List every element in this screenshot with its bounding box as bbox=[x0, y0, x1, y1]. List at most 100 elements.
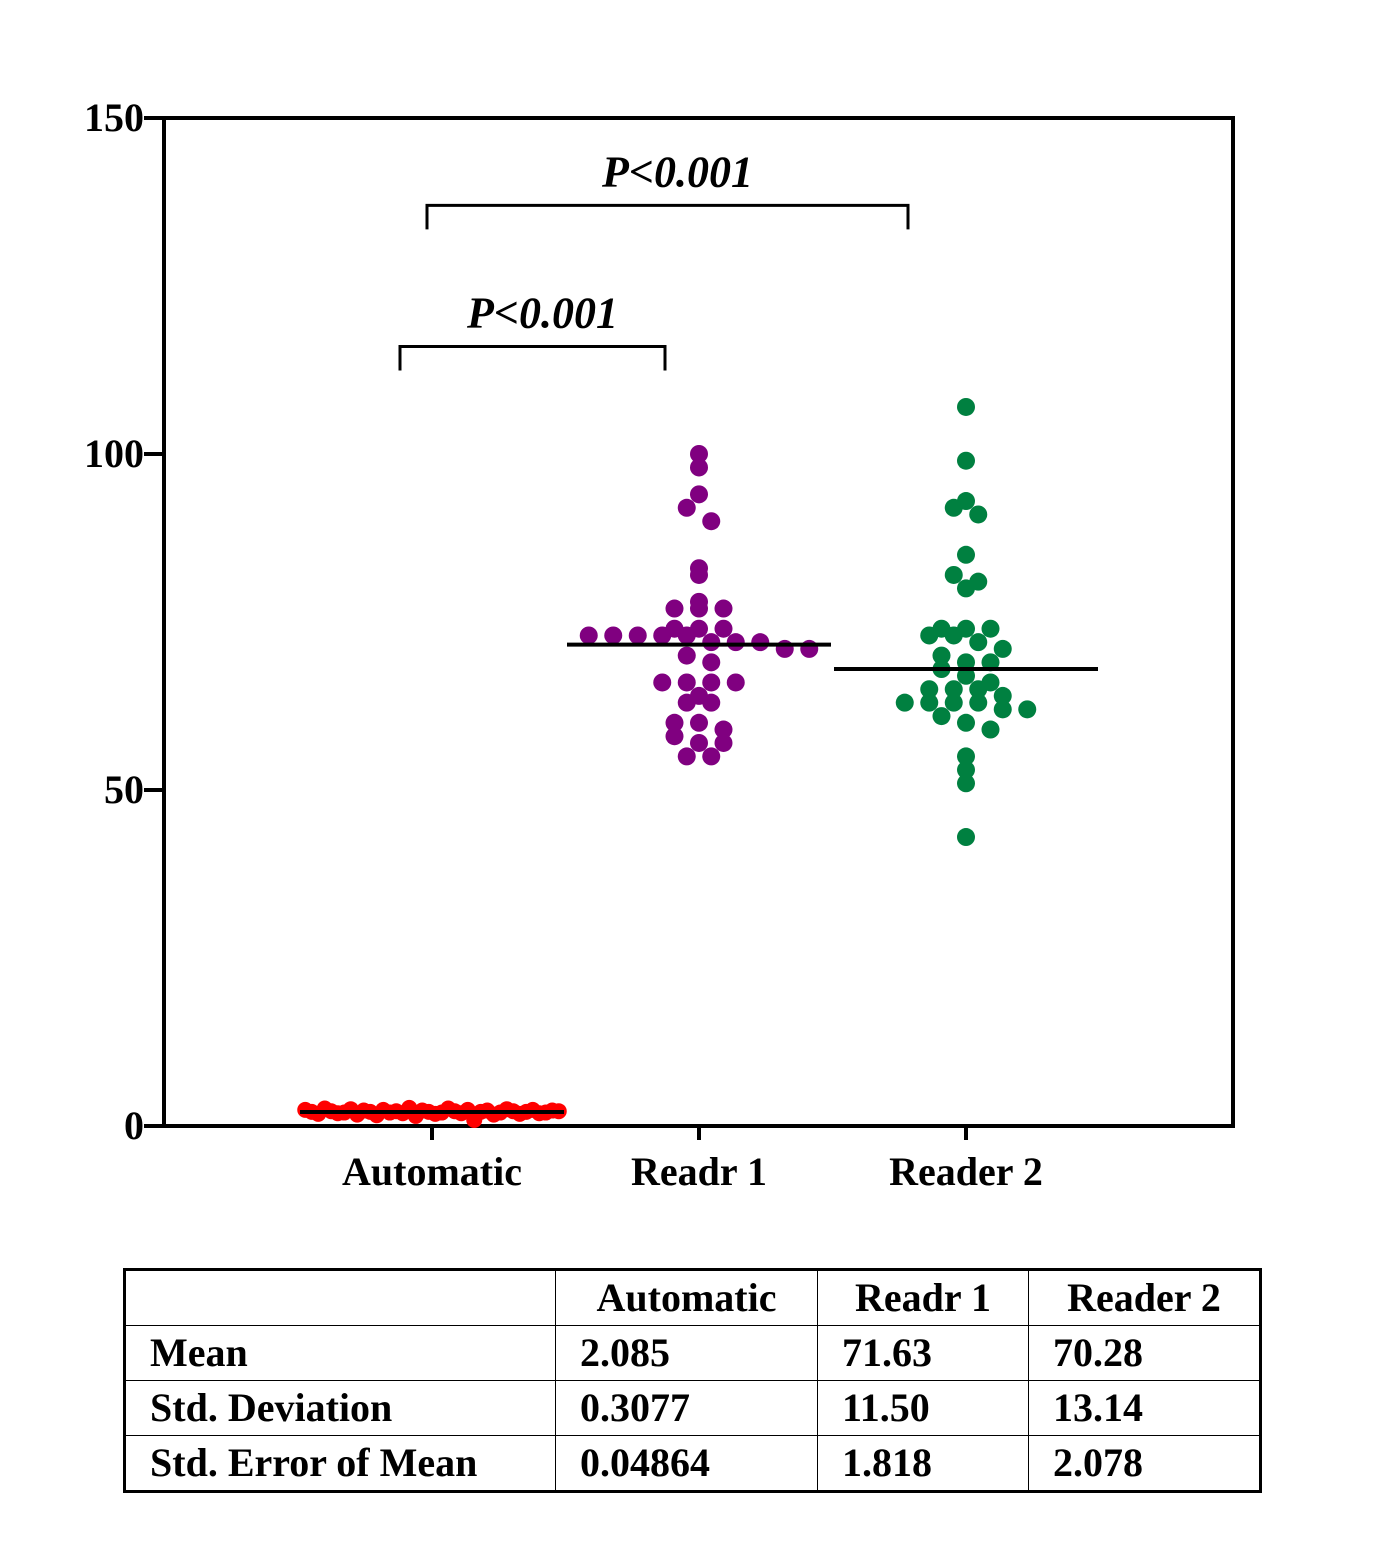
data-point bbox=[932, 619, 951, 638]
significance-annotations: P<0.001 P<0.001 bbox=[398, 147, 910, 371]
table-header-cell: Automatic bbox=[555, 1269, 818, 1326]
table-cell: 11.50 bbox=[817, 1380, 1029, 1436]
table-cell: 71.63 bbox=[817, 1325, 1029, 1381]
data-point bbox=[957, 545, 975, 564]
data-point bbox=[690, 458, 708, 477]
data-point bbox=[665, 599, 684, 618]
row-label-std-deviation: Std. Deviation bbox=[124, 1380, 556, 1436]
data-point bbox=[944, 565, 963, 584]
data-point bbox=[957, 492, 975, 511]
data-point bbox=[969, 633, 988, 652]
data-point bbox=[957, 619, 975, 638]
table-cell: 70.28 bbox=[1028, 1325, 1261, 1381]
summary-stats-table: Automatic Readr 1 Reader 2 Mean 2.085 71… bbox=[123, 1268, 1262, 1493]
p-value-label: P<0.001 bbox=[466, 288, 618, 337]
x-tick-label: Automatic bbox=[342, 1149, 522, 1194]
data-point bbox=[714, 720, 733, 739]
row-label-std-error: Std. Error of Mean bbox=[124, 1435, 556, 1492]
data-point bbox=[677, 498, 696, 517]
data-point bbox=[677, 747, 696, 766]
x-axis: Automatic Readr 1 Reader 2 bbox=[342, 1126, 1043, 1194]
x-tick-label: Readr 1 bbox=[631, 1149, 767, 1194]
data-point bbox=[993, 686, 1012, 705]
data-point bbox=[714, 599, 733, 618]
mean-lines bbox=[300, 642, 1098, 1114]
data-point bbox=[957, 774, 975, 793]
data-point bbox=[993, 639, 1012, 658]
data-point bbox=[726, 673, 745, 692]
data-point bbox=[969, 505, 988, 524]
data-point bbox=[604, 626, 623, 645]
data-point bbox=[932, 646, 951, 665]
data-point bbox=[665, 713, 684, 732]
table-cell: 13.14 bbox=[1028, 1380, 1261, 1436]
data-point bbox=[690, 686, 708, 705]
data-point bbox=[1018, 700, 1037, 719]
data-point bbox=[677, 673, 696, 692]
data-point bbox=[944, 680, 963, 699]
data-point bbox=[653, 673, 672, 692]
data-point bbox=[702, 512, 721, 531]
data-point bbox=[628, 626, 647, 645]
data-point bbox=[957, 666, 975, 685]
data-point bbox=[702, 653, 721, 672]
p-value-label: P<0.001 bbox=[601, 147, 753, 196]
data-point bbox=[981, 619, 1000, 638]
data-point bbox=[957, 451, 975, 470]
table-row: Std. Error of Mean 0.04864 1.818 2.078 bbox=[124, 1435, 1261, 1492]
data-point bbox=[969, 572, 988, 591]
table-row: Mean 2.085 71.63 70.28 bbox=[124, 1325, 1261, 1381]
data-point bbox=[895, 693, 914, 712]
data-point bbox=[993, 700, 1012, 719]
data-point bbox=[665, 619, 684, 638]
table-cell: 2.085 bbox=[555, 1325, 818, 1381]
data-point bbox=[726, 633, 745, 652]
table-header-cell bbox=[124, 1269, 556, 1326]
data-point bbox=[957, 760, 975, 779]
data-point bbox=[690, 485, 708, 504]
data-point bbox=[800, 639, 819, 658]
table-cell: 2.078 bbox=[1028, 1435, 1261, 1492]
data-point bbox=[690, 559, 708, 578]
y-tick-label: 100 bbox=[84, 431, 144, 476]
data-point bbox=[714, 733, 733, 752]
data-points bbox=[297, 397, 1037, 1128]
y-tick-label: 0 bbox=[124, 1103, 144, 1148]
data-point bbox=[690, 713, 708, 732]
data-point bbox=[920, 680, 939, 699]
row-label-mean: Mean bbox=[124, 1325, 556, 1381]
data-point bbox=[957, 653, 975, 672]
data-point bbox=[677, 646, 696, 665]
data-point bbox=[920, 693, 939, 712]
data-point bbox=[969, 693, 988, 712]
data-point bbox=[932, 707, 951, 726]
y-axis: 0 50 100 150 bbox=[84, 95, 164, 1148]
data-point bbox=[981, 673, 1000, 692]
table-cell: 0.3077 bbox=[555, 1380, 818, 1436]
data-point bbox=[702, 673, 721, 692]
y-tick-label: 50 bbox=[104, 767, 144, 812]
data-point bbox=[690, 592, 708, 611]
data-point bbox=[981, 653, 1000, 672]
dot-plot-chart: 0 50 100 150 Automatic Readr 1 Reader 2 P<0.0… bbox=[84, 95, 1235, 1194]
table-header-cell: Readr 1 bbox=[817, 1269, 1029, 1326]
significance-bracket bbox=[425, 203, 910, 230]
data-point bbox=[690, 445, 708, 463]
data-point bbox=[714, 619, 733, 638]
table-cell: 0.04864 bbox=[555, 1435, 818, 1492]
data-point bbox=[579, 626, 598, 645]
data-point bbox=[775, 639, 794, 658]
table-header-cell: Reader 2 bbox=[1028, 1269, 1261, 1326]
data-point bbox=[957, 713, 975, 732]
data-point bbox=[665, 727, 684, 746]
y-tick-label: 150 bbox=[84, 95, 144, 140]
data-point bbox=[957, 747, 975, 766]
data-point bbox=[690, 733, 708, 752]
significance-bracket bbox=[398, 344, 667, 371]
data-point bbox=[957, 828, 975, 847]
data-point bbox=[751, 633, 770, 652]
x-tick-label: Reader 2 bbox=[889, 1149, 1043, 1194]
data-point bbox=[702, 747, 721, 766]
table-header-row: Automatic Readr 1 Reader 2 bbox=[124, 1269, 1261, 1326]
table-cell: 1.818 bbox=[817, 1435, 1029, 1492]
